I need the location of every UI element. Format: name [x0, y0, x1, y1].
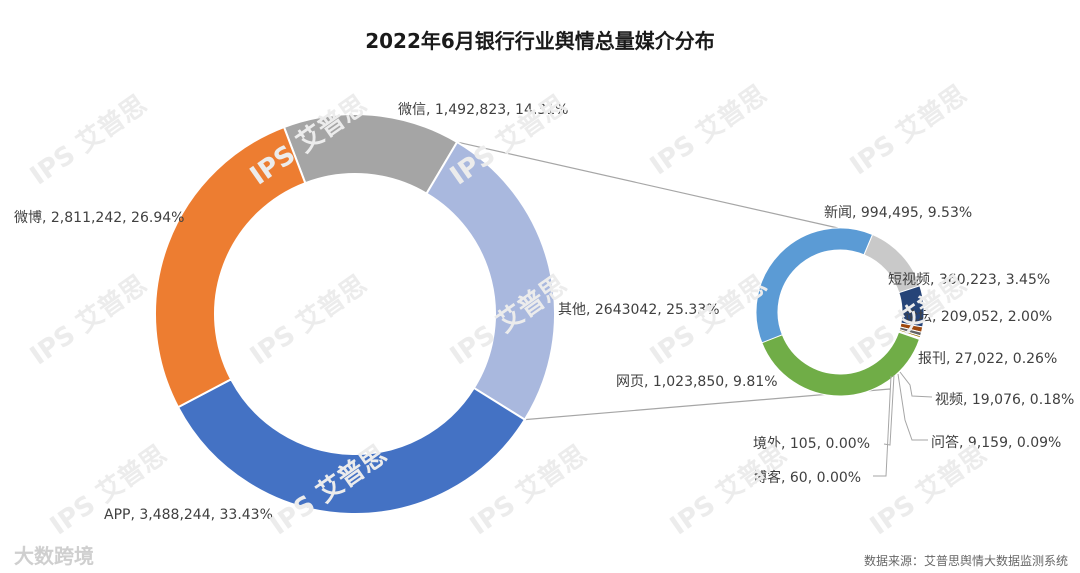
data-label: 微信, 1,492,823, 14.31% — [398, 102, 568, 118]
data-label: 问答, 9,159, 0.09% — [931, 434, 1061, 451]
data-labels: 微信, 1,492,823, 14.31% 其他, 2643042, 25.33%… — [14, 102, 1074, 523]
main-slice — [282, 113, 459, 196]
chart-title: 2022年6月银行行业舆情总量媒介分布 — [365, 29, 715, 53]
data-label: 其他, 2643042, 25.33% — [558, 302, 720, 318]
connector-line — [457, 141, 839, 229]
data-label: 境外, 105, 0.00% — [753, 436, 870, 452]
leader-line — [897, 373, 928, 441]
brand-logo: 大数跨境 — [14, 544, 94, 568]
leader-line — [873, 375, 892, 477]
data-label: 视频, 19,076, 0.18% — [935, 392, 1074, 408]
main-slice — [154, 125, 307, 409]
data-label: 新闻, 994,495, 9.53% — [824, 205, 972, 221]
other-slice — [761, 331, 921, 397]
main-slice — [425, 140, 556, 422]
data-label: 网页, 1,023,850, 9.81% — [616, 374, 778, 390]
main-slice — [176, 377, 527, 515]
data-label: 短视频, 360,223, 3.45% — [888, 272, 1050, 288]
main-donut — [154, 113, 556, 515]
leader-line — [883, 374, 895, 446]
other-slice — [755, 227, 874, 346]
data-label: 论坛, 209,052, 2.00% — [904, 309, 1052, 325]
data-label: 报刊, 27,022, 0.26% — [918, 351, 1057, 367]
data-label: 博客, 60, 0.00% — [753, 469, 861, 486]
leader-line — [899, 371, 933, 398]
other-donut — [755, 227, 925, 397]
data-label: APP, 3,488,244, 33.43% — [104, 507, 273, 523]
data-label: 微博, 2,811,242, 26.94% — [14, 209, 184, 226]
source-note: 数据来源：艾普思舆情大数据监测系统 — [863, 554, 1068, 568]
